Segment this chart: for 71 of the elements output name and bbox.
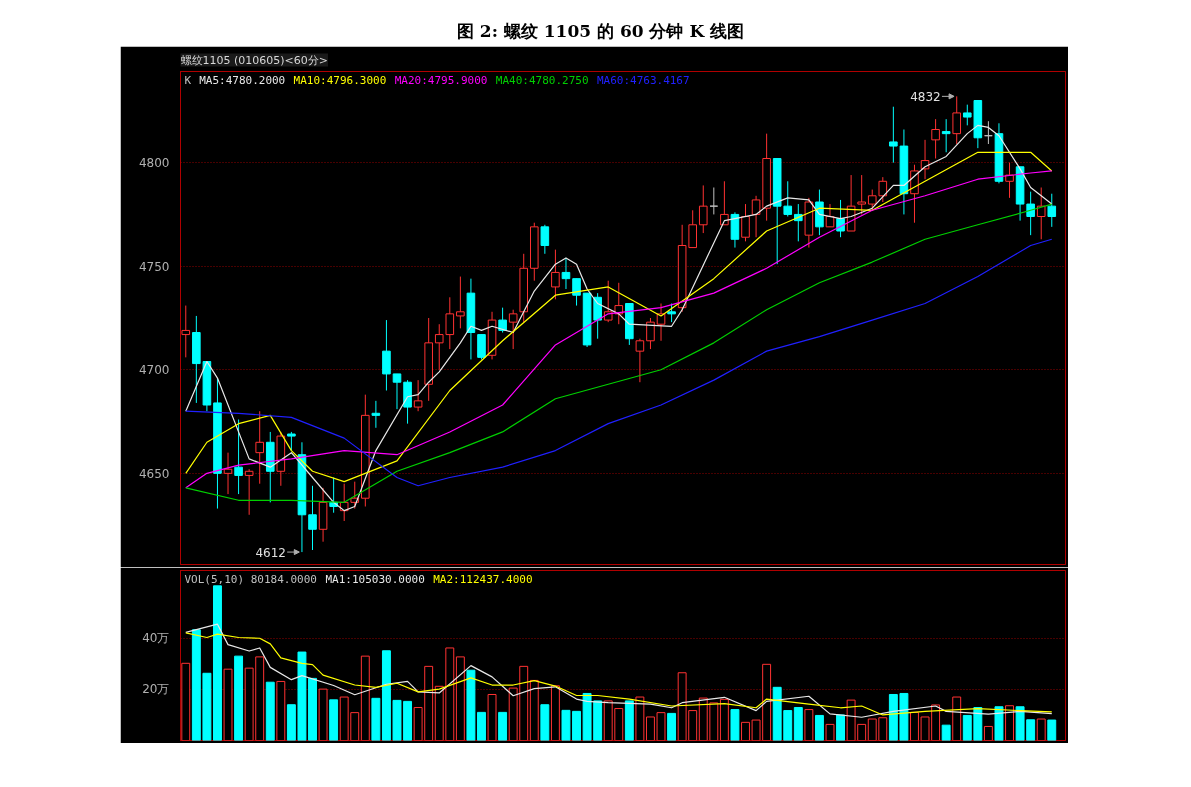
candlestick xyxy=(382,319,391,391)
annotation: 4612 xyxy=(255,545,286,560)
text: MA10:4796.3000 xyxy=(293,73,387,87)
bar xyxy=(498,711,508,741)
bar xyxy=(793,707,803,741)
candlestick xyxy=(931,118,940,159)
text: MA5:4780.2000 xyxy=(199,73,286,87)
candlestick xyxy=(667,303,676,323)
candlestick xyxy=(287,431,296,452)
candlestick xyxy=(1036,187,1046,240)
text: MA20:4795.9000 xyxy=(394,73,488,87)
candlestick xyxy=(889,106,898,164)
candlestick xyxy=(308,485,317,551)
candlestick xyxy=(941,118,951,153)
candlestick xyxy=(413,379,423,412)
y-tick-label: 4800 xyxy=(138,156,170,171)
candlestick xyxy=(371,400,381,429)
candlestick xyxy=(1005,162,1014,199)
candlestick xyxy=(561,257,571,290)
candlestick xyxy=(540,224,550,255)
candlestick xyxy=(698,184,708,234)
candlestick xyxy=(255,410,265,485)
legend-title: K xyxy=(184,73,192,87)
candlestick xyxy=(223,452,233,495)
candlestick xyxy=(720,180,729,226)
candlestick xyxy=(477,334,486,360)
candlestick xyxy=(1047,193,1057,228)
chart-subtitle: 螺纹1105 (010605)<60分> xyxy=(180,53,328,67)
candlestick xyxy=(709,187,719,215)
candlestick xyxy=(825,203,835,228)
bar xyxy=(234,655,244,741)
candlestick xyxy=(392,373,402,410)
candlestick xyxy=(508,309,518,350)
candlestick xyxy=(551,249,560,300)
bar xyxy=(941,724,951,741)
text: MA60:4763.4167 xyxy=(596,73,690,87)
candlestick xyxy=(646,317,655,350)
bar xyxy=(730,709,740,741)
chart-title: 图 2: 螺纹 1105 的 60 分钟 K 线图 xyxy=(456,20,745,43)
annotation: 4832 xyxy=(910,89,941,104)
candlestick xyxy=(456,276,465,329)
legend-title: VOL(5,10) 80184.0000 xyxy=(184,572,317,586)
y-tick-label: 4750 xyxy=(138,259,170,274)
candlestick xyxy=(244,468,254,516)
candlestick xyxy=(783,180,793,217)
y-tick-label: 4700 xyxy=(138,363,170,378)
bar xyxy=(994,706,1004,741)
bar xyxy=(667,712,677,741)
candlestick xyxy=(857,174,866,215)
candlestick xyxy=(635,338,645,383)
y-tick-label: 20万 xyxy=(142,682,170,697)
candlestick xyxy=(836,199,845,238)
bar xyxy=(836,714,846,741)
bar xyxy=(814,714,824,741)
bar xyxy=(1047,719,1057,741)
candlestick xyxy=(741,203,750,242)
candlestick xyxy=(234,419,243,495)
line-series xyxy=(185,238,1053,487)
bar xyxy=(624,700,634,741)
bar xyxy=(329,699,339,741)
candlestick xyxy=(1026,191,1035,236)
y-tick-label: 40万 xyxy=(142,631,170,646)
candlestick xyxy=(572,278,581,307)
y-tick-label: 4650 xyxy=(138,466,170,481)
text: MA1:105030.0000 xyxy=(325,572,425,586)
candlestick xyxy=(878,176,888,203)
bar xyxy=(265,681,275,741)
text: MA40:4780.2750 xyxy=(495,73,589,87)
text: MA2:112437.4000 xyxy=(433,572,533,586)
bar xyxy=(371,697,381,741)
bar xyxy=(540,704,550,741)
